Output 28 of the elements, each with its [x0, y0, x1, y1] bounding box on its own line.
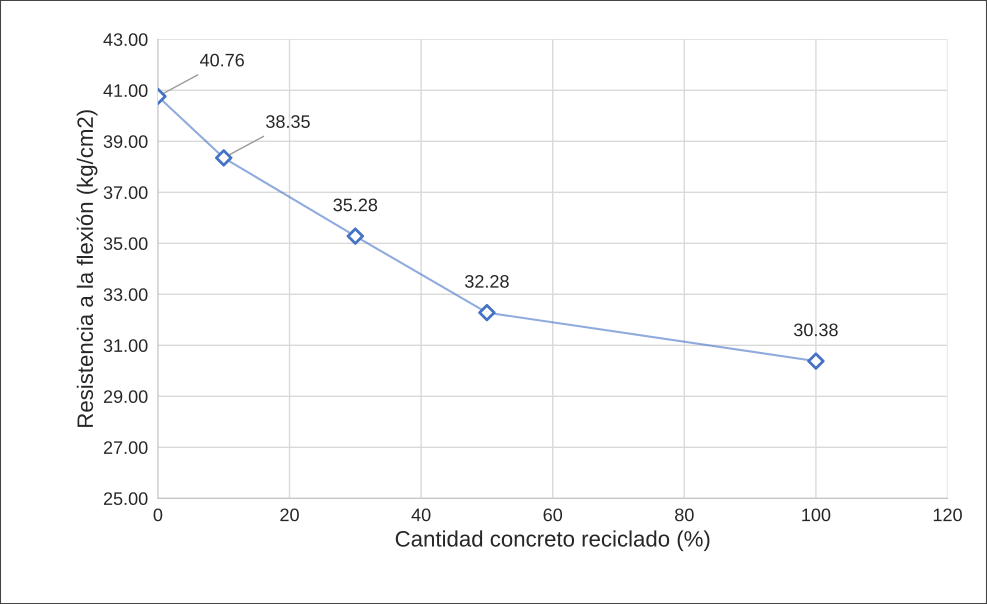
x-tick-label: 40	[411, 508, 430, 522]
point	[346, 227, 364, 245]
data-label: 35.28	[333, 198, 378, 212]
point	[807, 352, 825, 370]
y-tick-label: 39.00	[104, 135, 148, 148]
y-axis-title: Resistencia a la flexión (kg/cm2)	[76, 110, 98, 427]
x-tick-label: 80	[675, 508, 694, 522]
y-tick-label: 37.00	[104, 186, 148, 199]
data-label: 32.28	[465, 275, 509, 288]
point	[215, 149, 232, 167]
x-tick-label: 20	[280, 508, 299, 522]
data-label: 38.35	[266, 115, 310, 128]
y-tick-label: 25.00	[104, 492, 148, 506]
y-tick-label: 33.00	[104, 288, 148, 301]
point	[478, 304, 496, 322]
x-tick-label: 120	[934, 508, 962, 522]
x-tick-label: 0	[154, 508, 162, 522]
y-tick-label: 29.00	[104, 390, 148, 404]
y-tick-label: 27.00	[104, 441, 148, 454]
y-tick-label: 41.00	[103, 84, 148, 97]
y-tick-label: 31.00	[104, 339, 148, 352]
y-tick-label: 35.00	[104, 237, 148, 250]
data-label: 30.38	[794, 323, 838, 336]
data-label: 40.76	[200, 54, 244, 67]
x-tick-label: 100	[802, 508, 830, 522]
x-axis-title: Cantidad concreto reciclado (%)	[396, 530, 710, 552]
x-tick-label: 60	[544, 508, 562, 522]
y-tick-label: 43.00	[103, 33, 148, 46]
